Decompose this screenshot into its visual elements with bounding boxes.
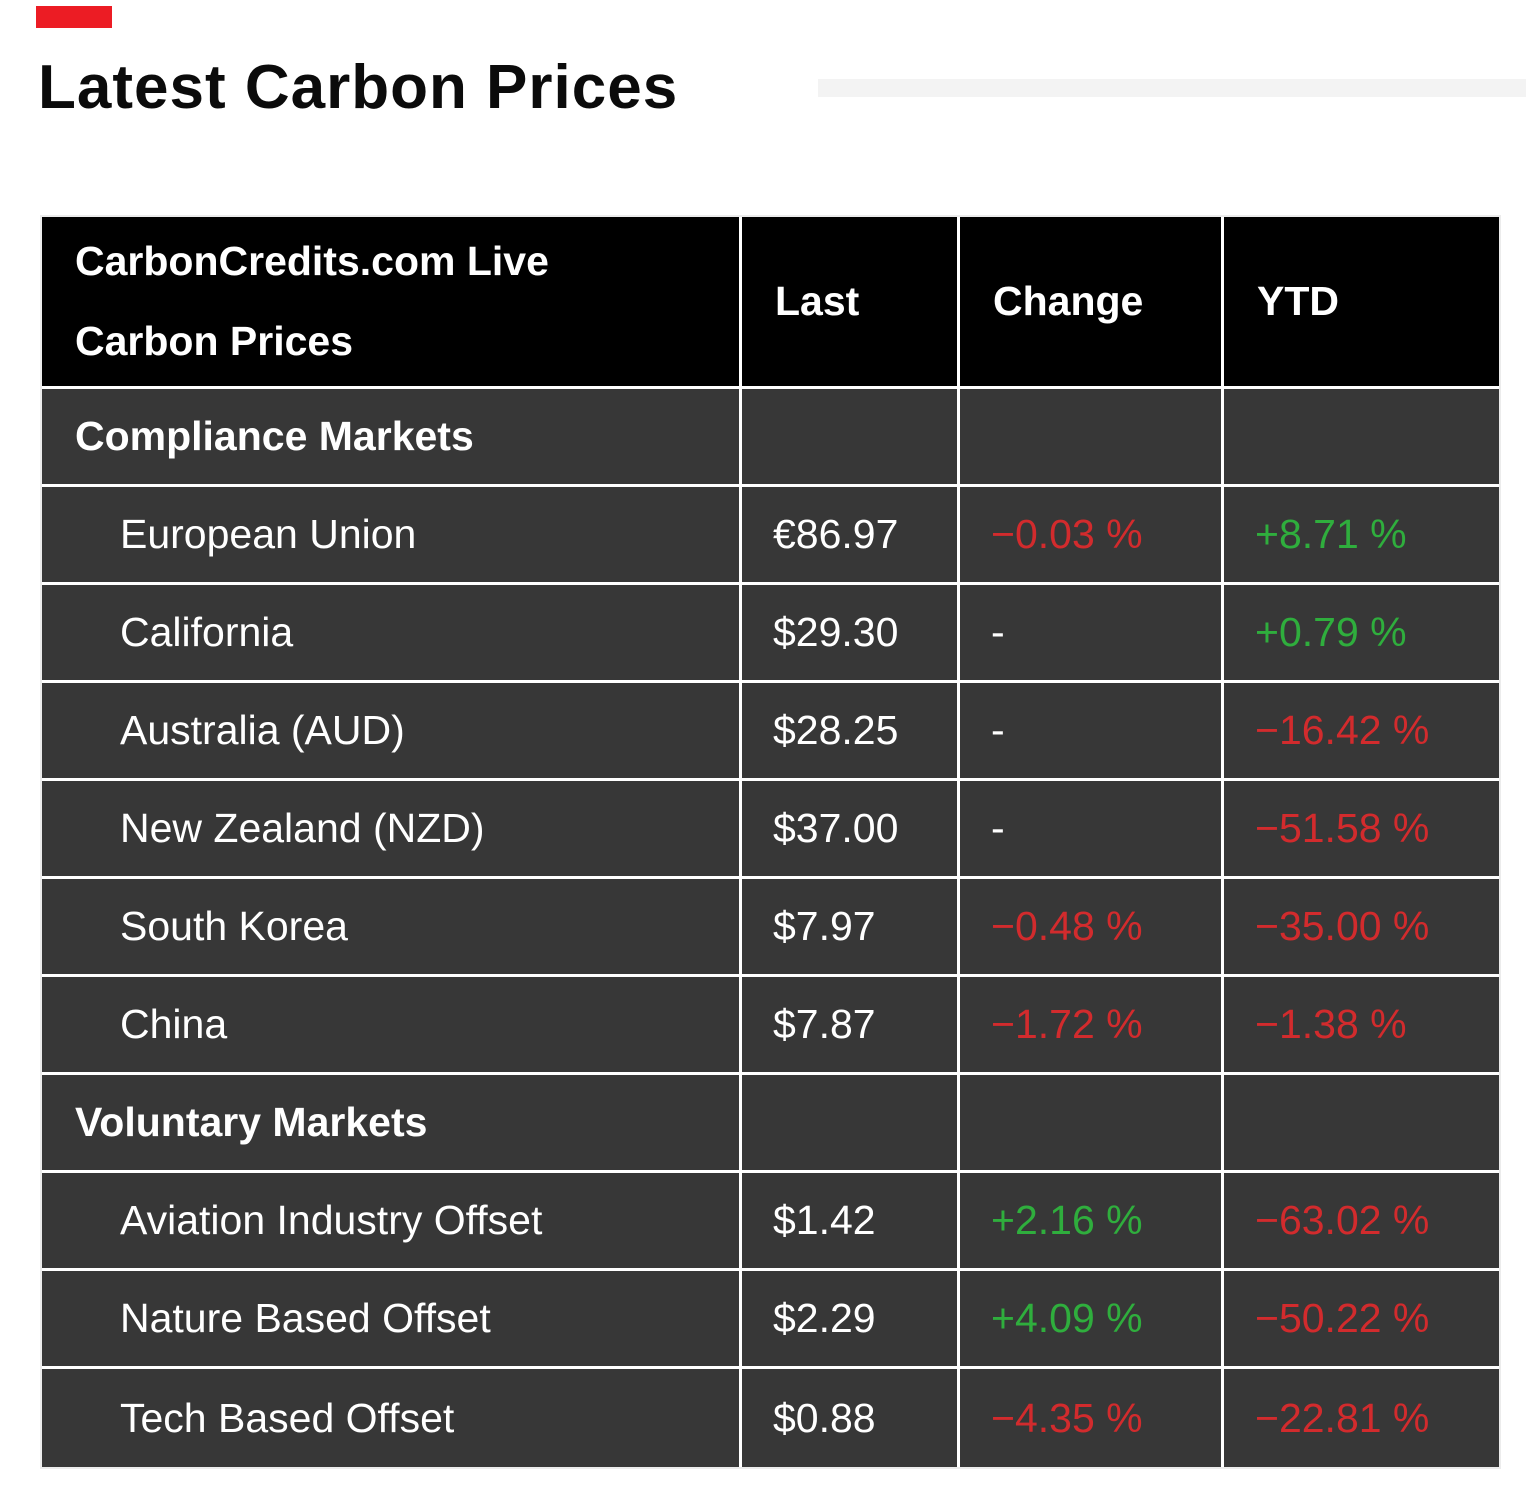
last-price: €86.97 [742, 487, 960, 585]
section-label: Compliance Markets [42, 389, 742, 487]
change-value: −4.35 % [960, 1369, 1224, 1467]
change-value: −1.72 % [960, 977, 1224, 1075]
title-rule [818, 79, 1526, 97]
top-accent-bar [36, 6, 112, 28]
last-price: $1.42 [742, 1173, 960, 1271]
market-row: Australia (AUD) $28.25- −16.42 % [42, 683, 1499, 781]
last-price: $7.97 [742, 879, 960, 977]
last-price: $7.87 [742, 977, 960, 1075]
header-market-col: CarbonCredits.com Live Carbon Prices [42, 217, 742, 389]
change-value: +2.16 % [960, 1173, 1224, 1271]
empty-change-cell [960, 1075, 1224, 1173]
market-row: European Union €86.97 −0.03 % +8.71 % [42, 487, 1499, 585]
empty-last-cell [742, 389, 960, 487]
page-title: Latest Carbon Prices [38, 53, 679, 122]
section-label: Voluntary Markets [42, 1075, 742, 1173]
header-ytd-col: YTD [1224, 217, 1499, 389]
ytd-value: −35.00 % [1224, 879, 1499, 977]
last-price: $29.30 [742, 585, 960, 683]
ytd-value: +0.79 % [1224, 585, 1499, 683]
ytd-value: −50.22 % [1224, 1271, 1499, 1369]
change-value: +4.09 % [960, 1271, 1224, 1369]
market-row: New Zealand (NZD) $37.00- −51.58 % [42, 781, 1499, 879]
section-row: Compliance Markets [42, 389, 1499, 487]
ytd-value: −63.02 % [1224, 1173, 1499, 1271]
market-label: Australia (AUD) [42, 683, 742, 781]
ytd-value: −1.38 % [1224, 977, 1499, 1075]
last-price: $0.88 [742, 1369, 960, 1467]
header-row: CarbonCredits.com Live Carbon Prices Las… [42, 217, 1499, 389]
empty-ytd-cell [1224, 1075, 1499, 1173]
section-row: Voluntary Markets [42, 1075, 1499, 1173]
ytd-value: +8.71 % [1224, 487, 1499, 585]
market-row: Aviation Industry Offset $1.42 +2.16 % −63.… [42, 1173, 1499, 1271]
market-label: New Zealand (NZD) [42, 781, 742, 879]
empty-ytd-cell [1224, 389, 1499, 487]
ytd-value: −22.81 % [1224, 1369, 1499, 1467]
market-label: China [42, 977, 742, 1075]
market-row: China $7.87 −1.72 % −1.38 % [42, 977, 1499, 1075]
market-label: Nature Based Offset [42, 1271, 742, 1369]
change-value: - [960, 781, 1224, 879]
last-price: $2.29 [742, 1271, 960, 1369]
last-price: $37.00 [742, 781, 960, 879]
market-label: California [42, 585, 742, 683]
change-value: - [960, 683, 1224, 781]
market-label: Tech Based Offset [42, 1369, 742, 1467]
market-label: European Union [42, 487, 742, 585]
header-change-col: Change [960, 217, 1224, 389]
ytd-value: −16.42 % [1224, 683, 1499, 781]
market-label: South Korea [42, 879, 742, 977]
market-row: Tech Based Offset $0.88 −4.35 % −22.81 % [42, 1369, 1499, 1467]
market-row: California $29.30- +0.79 % [42, 585, 1499, 683]
header-last-col: Last [742, 217, 960, 389]
empty-last-cell [742, 1075, 960, 1173]
change-value: −0.48 % [960, 879, 1224, 977]
last-price: $28.25 [742, 683, 960, 781]
change-value: −0.03 % [960, 487, 1224, 585]
market-row: Nature Based Offset $2.29 +4.09 % −50.22 % [42, 1271, 1499, 1369]
market-row: South Korea $7.97 −0.48 % −35.00 % [42, 879, 1499, 977]
carbon-prices-table: CarbonCredits.com Live Carbon Prices Las… [40, 215, 1501, 1469]
ytd-value: −51.58 % [1224, 781, 1499, 879]
change-value: - [960, 585, 1224, 683]
table-header: CarbonCredits.com Live Carbon Prices Las… [42, 217, 1499, 389]
price-table-body: Compliance Markets European Union €86.97 −0… [42, 389, 1499, 1467]
empty-change-cell [960, 389, 1224, 487]
market-label: Aviation Industry Offset [42, 1173, 742, 1271]
